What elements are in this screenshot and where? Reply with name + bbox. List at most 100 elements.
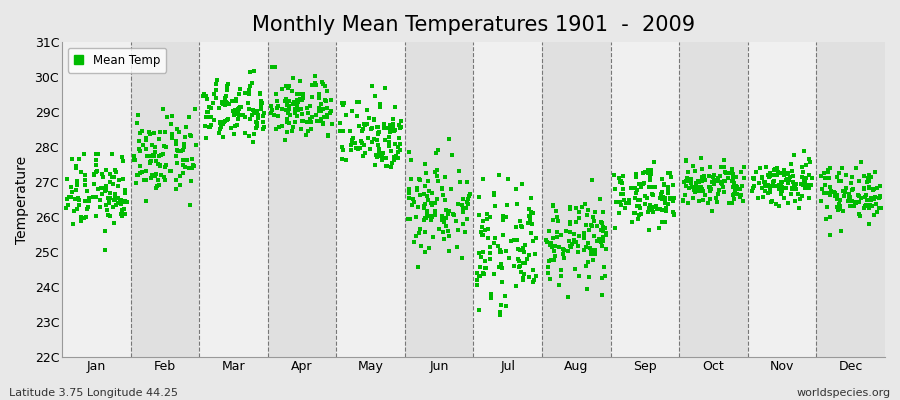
Point	[453, 179, 467, 185]
Point	[714, 180, 728, 186]
Point	[662, 195, 677, 202]
Point	[568, 266, 582, 272]
Point	[692, 188, 706, 194]
Point	[734, 169, 748, 175]
Point	[72, 197, 86, 203]
Point	[431, 178, 446, 184]
Point	[320, 88, 334, 94]
Point	[439, 207, 454, 213]
Point	[460, 216, 474, 222]
Point	[373, 101, 387, 107]
Point	[658, 195, 672, 201]
Point	[115, 176, 130, 183]
Point	[718, 170, 733, 176]
Point	[839, 172, 853, 178]
Point	[571, 248, 585, 255]
Point	[771, 182, 786, 188]
Point	[370, 137, 384, 144]
Point	[421, 245, 436, 252]
Point	[355, 140, 369, 146]
Point	[118, 198, 132, 205]
Point	[569, 204, 583, 211]
Point	[510, 201, 525, 207]
Point	[518, 260, 532, 267]
Point	[593, 196, 608, 202]
Point	[171, 129, 185, 135]
Point	[543, 257, 557, 264]
Point	[546, 202, 561, 208]
Point	[472, 194, 486, 200]
Point	[255, 100, 269, 107]
Point	[857, 205, 871, 212]
Point	[280, 98, 294, 104]
Point	[353, 145, 367, 151]
Point	[834, 228, 849, 234]
Point	[787, 152, 801, 158]
Point	[709, 199, 724, 205]
Point	[361, 135, 375, 141]
Point	[392, 148, 406, 155]
Point	[687, 186, 701, 193]
Point	[418, 182, 432, 189]
Point	[630, 203, 644, 209]
Point	[696, 197, 710, 203]
Point	[629, 190, 643, 196]
Point	[107, 220, 122, 226]
Point	[417, 217, 431, 224]
Point	[727, 191, 742, 198]
Point	[788, 186, 803, 193]
Point	[644, 177, 658, 184]
Point	[867, 212, 881, 218]
Bar	[62, 42, 130, 357]
Point	[219, 98, 233, 105]
Point	[403, 216, 418, 222]
Point	[802, 184, 816, 190]
Point	[598, 273, 612, 279]
Point	[595, 220, 609, 227]
Point	[385, 121, 400, 128]
Point	[767, 167, 781, 174]
Point	[478, 265, 492, 272]
Point	[335, 156, 349, 162]
Point	[387, 157, 401, 164]
Point	[356, 120, 371, 127]
Point	[230, 116, 245, 122]
Point	[290, 102, 304, 109]
Point	[428, 212, 443, 218]
Point	[689, 180, 704, 187]
Point	[183, 132, 197, 138]
Point	[691, 179, 706, 186]
Point	[279, 107, 293, 114]
Point	[241, 106, 256, 112]
Point	[100, 207, 114, 213]
Point	[556, 246, 571, 252]
Point	[608, 224, 623, 231]
Point	[794, 181, 808, 188]
Point	[830, 194, 844, 200]
Point	[492, 172, 507, 178]
Point	[858, 203, 872, 210]
Point	[76, 214, 91, 221]
Point	[425, 213, 439, 220]
Point	[154, 152, 168, 158]
Point	[179, 124, 194, 130]
Point	[74, 218, 88, 224]
Point	[635, 181, 650, 188]
Point	[843, 203, 858, 209]
Point	[710, 178, 724, 184]
Point	[240, 100, 255, 107]
Point	[662, 170, 677, 176]
Point	[89, 151, 104, 157]
Point	[562, 228, 577, 235]
Point	[521, 213, 535, 219]
Point	[695, 174, 709, 180]
Point	[572, 232, 586, 239]
Point	[148, 185, 163, 191]
Point	[644, 190, 659, 197]
Point	[851, 210, 866, 217]
Point	[460, 196, 474, 202]
Point	[859, 192, 873, 198]
Point	[169, 141, 184, 147]
Point	[507, 237, 521, 243]
Point	[279, 82, 293, 89]
